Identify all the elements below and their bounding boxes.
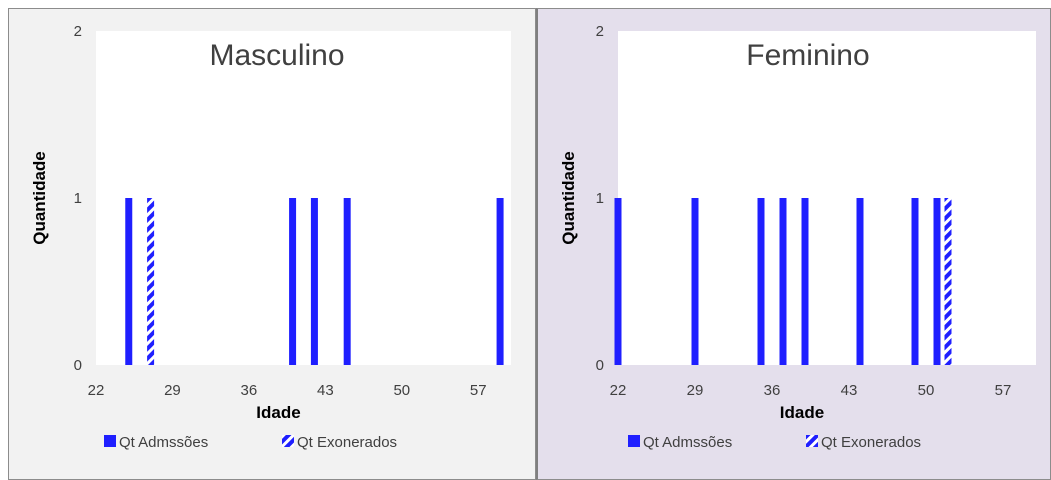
y-tick-label: 0 xyxy=(596,357,604,374)
bar-exonerados xyxy=(944,198,952,365)
x-tick-label: 43 xyxy=(841,382,858,399)
y-tick-label: 2 xyxy=(596,23,604,40)
legend-swatch xyxy=(628,435,640,447)
x-tick-label: 57 xyxy=(995,382,1012,399)
y-tick-label: 1 xyxy=(74,190,82,207)
bar-admissoes xyxy=(856,198,864,365)
x-tick-label: 50 xyxy=(393,382,410,399)
bar-admissoes xyxy=(691,198,699,365)
x-tick-label: 22 xyxy=(610,382,627,399)
y-tick-label: 2 xyxy=(74,23,82,40)
x-axis-title: Idade xyxy=(256,403,300,422)
legend-swatch xyxy=(282,435,294,447)
y-axis-title: Quantidade xyxy=(559,151,578,245)
legend-swatch xyxy=(806,435,818,447)
legend-label: Qt Admssões xyxy=(643,434,732,451)
x-tick-label: 29 xyxy=(164,382,181,399)
x-tick-label: 57 xyxy=(470,382,487,399)
plot-area xyxy=(618,31,1036,365)
legend-swatch xyxy=(104,435,116,447)
plot-area xyxy=(96,31,511,365)
bar-admissoes xyxy=(801,198,809,365)
bar-admissoes xyxy=(289,198,297,365)
legend-label: Qt Admssões xyxy=(119,434,208,451)
bar-admissoes xyxy=(310,198,318,365)
bar-admissoes xyxy=(779,198,787,365)
y-tick-label: 1 xyxy=(596,190,604,207)
x-tick-label: 29 xyxy=(687,382,704,399)
bar-admissoes xyxy=(614,198,622,365)
bar-admissoes xyxy=(125,198,133,365)
chart-title: Masculino xyxy=(209,39,344,72)
bar-admissoes xyxy=(911,198,919,365)
x-axis-title: Idade xyxy=(780,403,824,422)
y-axis-title: Quantidade xyxy=(30,151,49,245)
bar-admissoes xyxy=(757,198,765,365)
y-tick-label: 0 xyxy=(74,357,82,374)
x-tick-label: 43 xyxy=(317,382,334,399)
legend-label: Qt Exonerados xyxy=(821,434,921,451)
chart-panel-masculino: 0 1 2 22 29 36 43 50 57 Masculino Idade Quantidade Q… xyxy=(8,8,536,480)
x-tick-label: 36 xyxy=(764,382,781,399)
chart-panel-feminino: 0 1 2 22 29 36 43 50 57 Feminino Idade Quantidade Qt… xyxy=(536,8,1051,480)
chart-title: Feminino xyxy=(746,39,869,72)
bar-admissoes xyxy=(496,198,504,365)
bar-admissoes xyxy=(933,198,941,365)
x-tick-label: 50 xyxy=(918,382,935,399)
x-tick-label: 36 xyxy=(241,382,258,399)
x-tick-label: 22 xyxy=(88,382,105,399)
legend-label: Qt Exonerados xyxy=(297,434,397,451)
bar-exonerados xyxy=(147,198,155,365)
bar-admissoes xyxy=(343,198,351,365)
